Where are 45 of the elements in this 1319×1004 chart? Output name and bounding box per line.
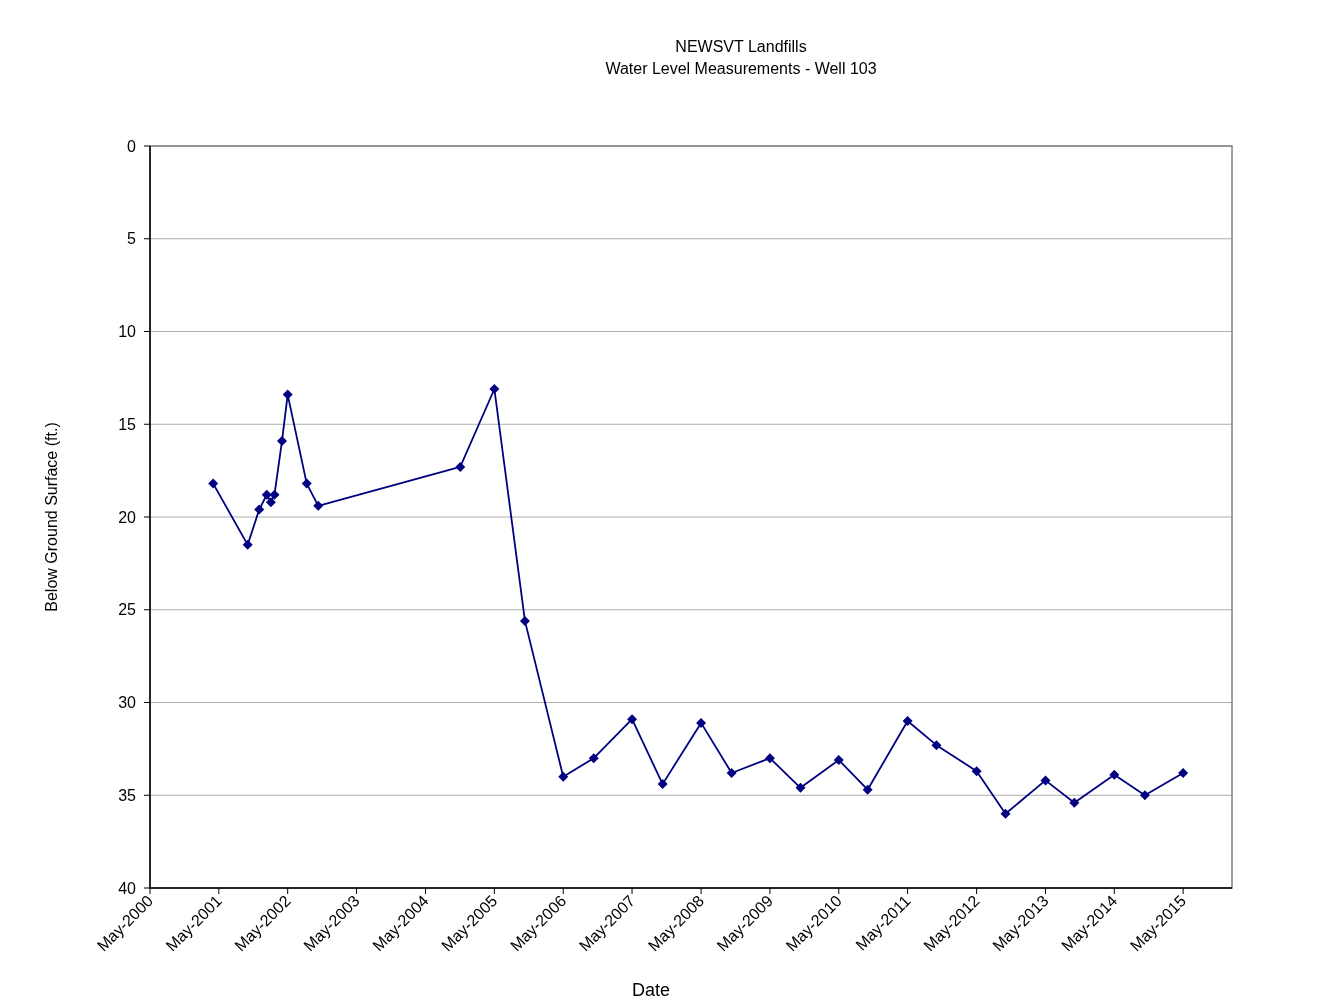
y-tick-label: 10 — [118, 323, 137, 341]
point — [833, 755, 844, 766]
point — [558, 771, 569, 782]
point — [254, 504, 265, 515]
point — [1000, 808, 1011, 819]
point — [795, 782, 806, 793]
y-tick-label: 35 — [118, 786, 137, 804]
point — [277, 435, 288, 446]
point — [269, 489, 280, 500]
point — [1178, 767, 1189, 778]
y-tick-label: 15 — [118, 415, 137, 433]
point — [971, 766, 982, 777]
y-axis-title: Below Ground Surface (ft.) — [43, 422, 60, 612]
point — [489, 384, 500, 395]
point — [519, 615, 530, 626]
point — [1069, 797, 1080, 808]
y-tick-label: 25 — [118, 601, 137, 619]
y-tick-label: 5 — [127, 230, 137, 248]
x-axis-title: Date — [631, 980, 671, 1000]
point — [282, 389, 293, 400]
point — [696, 717, 707, 728]
y-tick-label: 30 — [118, 694, 137, 712]
point — [242, 539, 253, 550]
point — [726, 767, 737, 778]
point — [764, 753, 775, 764]
point — [1139, 790, 1150, 801]
point — [862, 784, 873, 795]
point — [588, 753, 599, 764]
point — [313, 500, 324, 511]
y-tick-label: 40 — [118, 879, 137, 897]
point — [301, 478, 312, 489]
y-tick-label: 20 — [118, 508, 137, 526]
point — [627, 714, 638, 725]
point — [931, 740, 942, 751]
point — [902, 716, 913, 727]
point — [455, 461, 466, 472]
point — [265, 497, 276, 508]
chart-title: NEWSVT Landfills — [675, 38, 807, 55]
point — [261, 489, 272, 500]
point — [208, 478, 219, 489]
point — [1040, 775, 1051, 786]
y-tick-label: 0 — [127, 137, 137, 155]
chart-subtitle: Water Level Measurements - Well 103 — [605, 60, 877, 77]
point — [1109, 769, 1120, 780]
point — [657, 779, 668, 790]
